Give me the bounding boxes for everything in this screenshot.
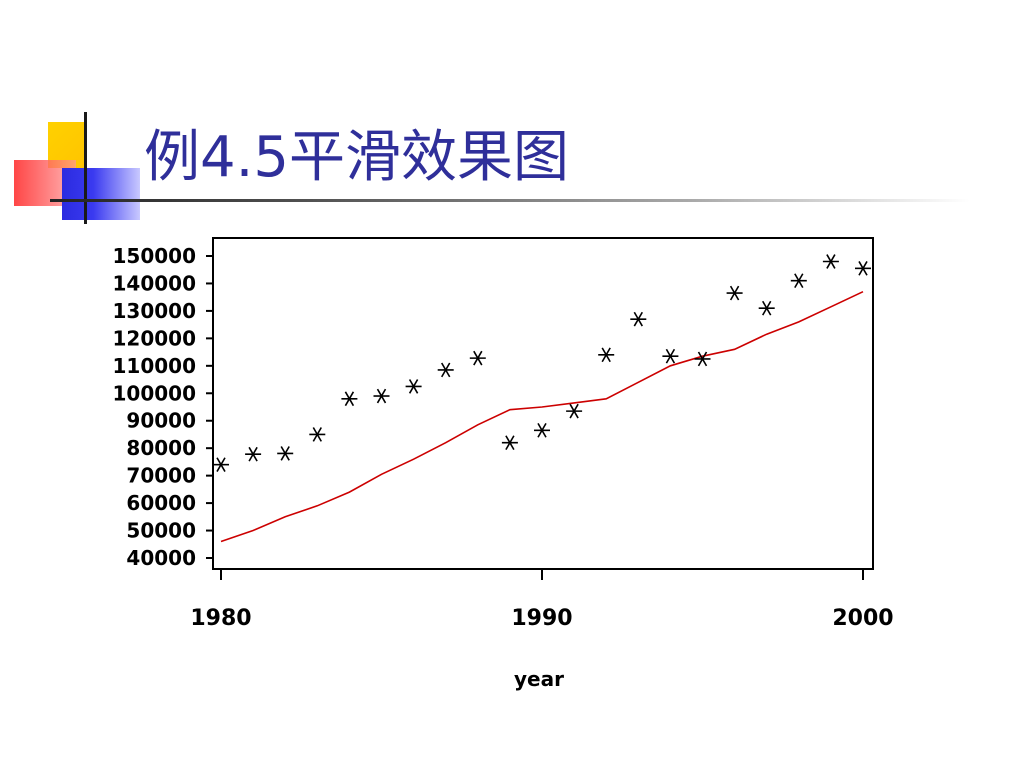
data-point: [694, 351, 711, 367]
data-point: [405, 379, 422, 394]
decor-vertical-line: [84, 112, 87, 224]
data-point: [309, 427, 326, 442]
data-point: [598, 347, 615, 363]
data-point: [790, 273, 807, 289]
data-point: [822, 254, 839, 269]
y-tick-label: 90000: [126, 409, 196, 433]
decor-blue-square: [62, 168, 140, 220]
data-point: [469, 350, 486, 366]
y-tick-label: 150000: [113, 244, 197, 268]
y-tick-label: 50000: [126, 519, 196, 543]
x-axis: 1980 1990 2000: [190, 569, 894, 631]
plot-frame: [212, 237, 874, 570]
x-tick-label: 1990: [511, 606, 572, 631]
data-point: [245, 446, 262, 462]
observed-points-series: [213, 254, 871, 472]
y-tick-label: 40000: [126, 546, 196, 570]
data-point: [341, 391, 358, 407]
smooth-line: [220, 290, 864, 543]
x-axis-label: year: [514, 667, 564, 691]
data-point: [213, 457, 229, 472]
y-tick-label: 130000: [113, 299, 197, 323]
slide-title: 例4.5平滑效果图: [144, 125, 570, 190]
y-tick-label: 70000: [126, 464, 196, 488]
data-point: [277, 446, 294, 461]
y-tick-label: 80000: [126, 436, 196, 460]
data-point: [501, 435, 518, 451]
data-point: [662, 348, 679, 364]
data-point: [437, 362, 454, 378]
y-tick-label: 140000: [113, 271, 197, 295]
x-tick-label: 1980: [190, 606, 251, 631]
data-point: [534, 423, 550, 438]
y-tick-label: 60000: [126, 491, 196, 515]
data-point: [566, 403, 583, 419]
data-point: [630, 311, 647, 327]
data-point: [726, 285, 743, 301]
title-underline: [50, 199, 970, 202]
data-point: [758, 300, 775, 316]
y-axis: 40000 50000 60000 70000 80000 90000 100000 1100…: [113, 244, 213, 570]
x-tick-label: 2000: [832, 606, 893, 631]
y-tick-label: 100000: [113, 381, 197, 405]
data-point: [373, 388, 390, 404]
y-tick-label: 120000: [113, 326, 197, 350]
data-point: [855, 261, 871, 276]
smooth-line-series: [220, 290, 864, 543]
y-tick-label: 110000: [113, 354, 197, 378]
